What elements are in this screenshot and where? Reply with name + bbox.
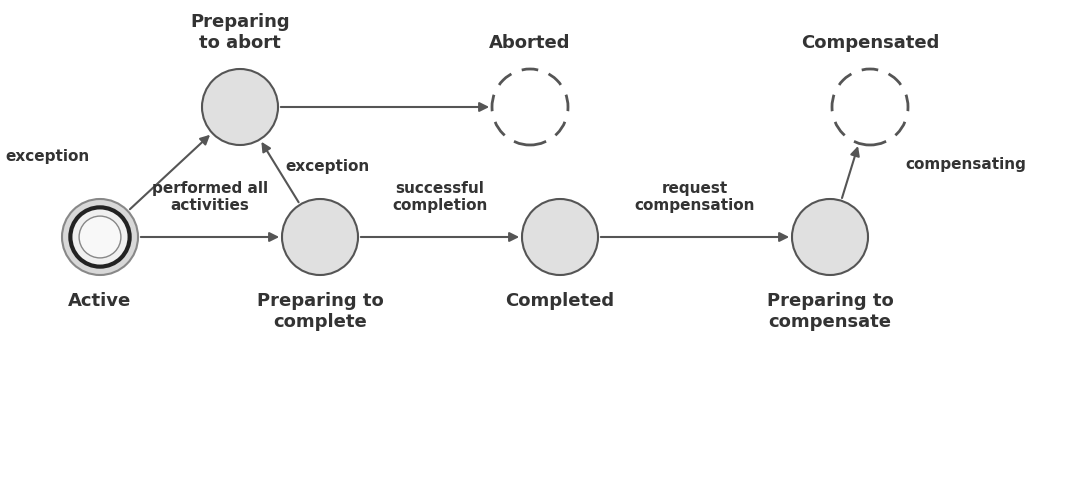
Text: Preparing to
compensate: Preparing to compensate <box>766 292 893 331</box>
Text: request
compensation: request compensation <box>635 181 756 213</box>
Text: Active: Active <box>68 292 131 310</box>
Text: Preparing to
complete: Preparing to complete <box>257 292 384 331</box>
Circle shape <box>70 207 130 267</box>
Text: Aborted: Aborted <box>489 34 571 52</box>
Circle shape <box>62 199 138 275</box>
Circle shape <box>79 216 121 258</box>
Text: compensating: compensating <box>905 156 1025 172</box>
Text: performed all
activities: performed all activities <box>152 181 268 213</box>
Text: exception: exception <box>285 159 370 175</box>
Circle shape <box>282 199 358 275</box>
Text: successful
completion: successful completion <box>392 181 488 213</box>
Circle shape <box>202 69 278 145</box>
Text: Compensated: Compensated <box>801 34 939 52</box>
Text: exception: exception <box>5 150 89 164</box>
Circle shape <box>522 199 598 275</box>
Text: Preparing
to abort: Preparing to abort <box>190 13 289 52</box>
Text: Completed: Completed <box>505 292 615 310</box>
Circle shape <box>792 199 868 275</box>
